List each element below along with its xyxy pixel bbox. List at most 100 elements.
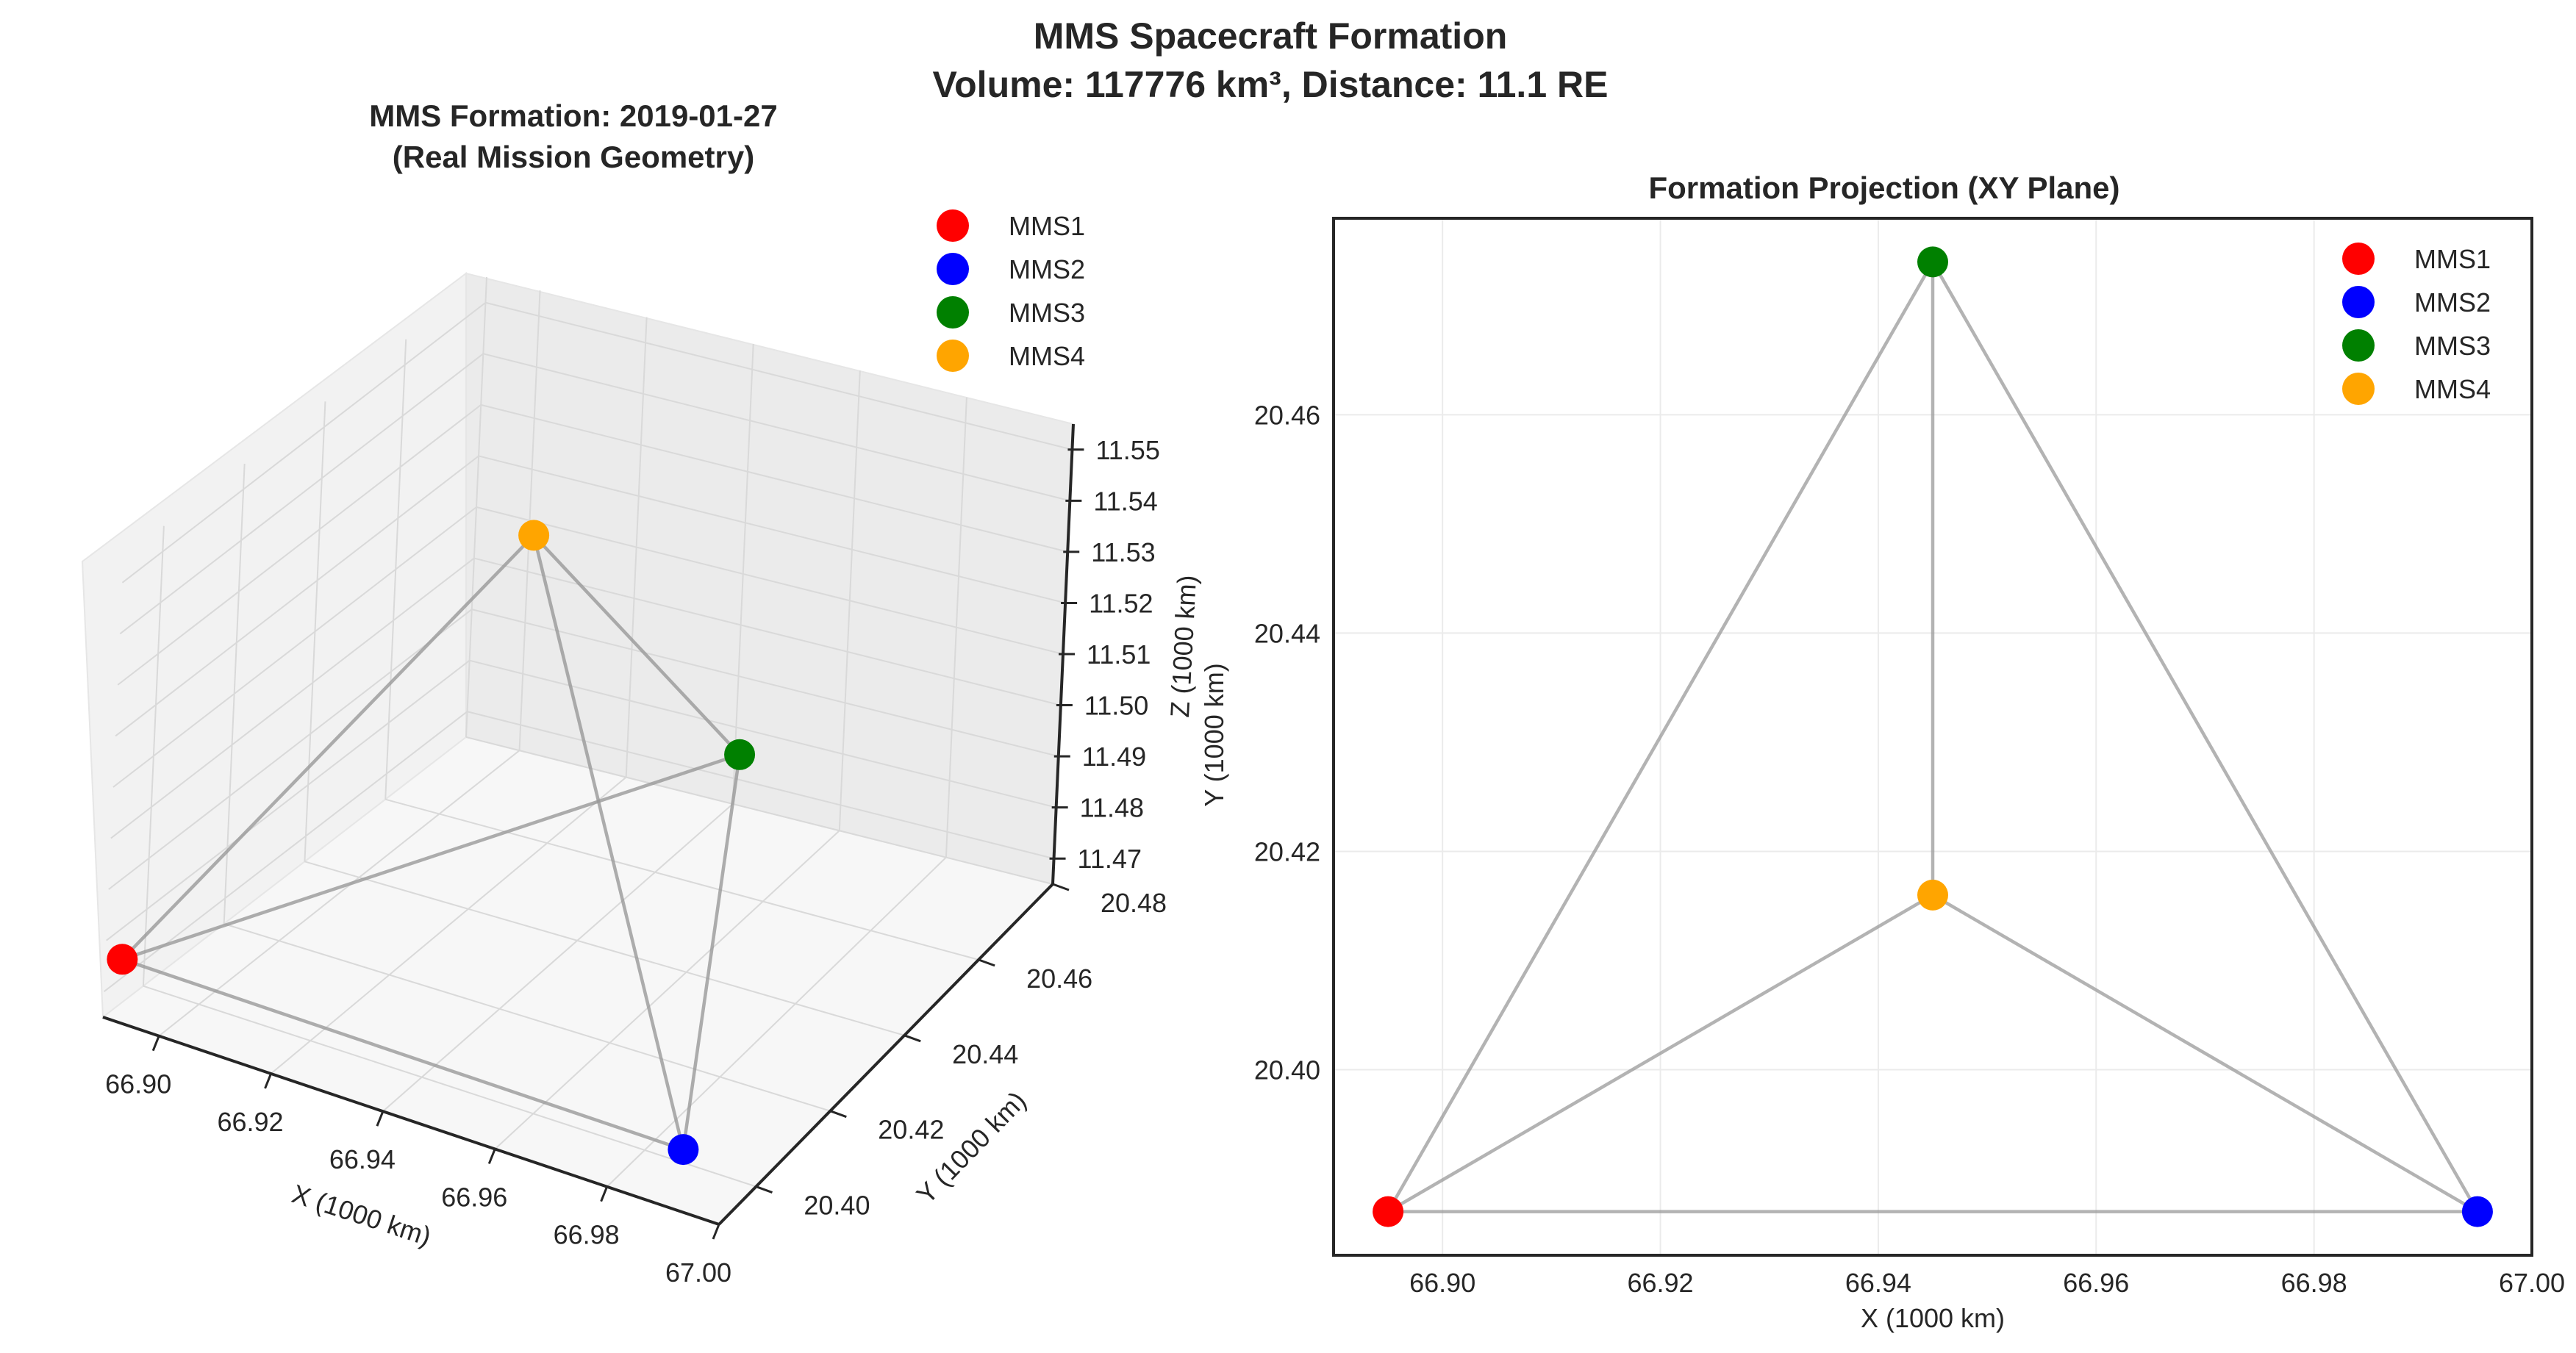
grid-3d-floor-y-20-48 — [465, 736, 1053, 885]
y-tick-3d-20-46: 20.46 — [1026, 963, 1092, 994]
point-2d-mms1 — [1373, 1196, 1404, 1227]
legend-2d: MMS1 MMS2 MMS3 MMS4 — [2342, 243, 2491, 405]
y-tick-2d-20-40: 20.40 — [1254, 1055, 1320, 1085]
x-tickmark-3d-66-96 — [487, 1148, 496, 1165]
ticks-3d: 66.90 66.92 66.94 66.96 66.98 67.00 20.40 20.42… — [105, 435, 1167, 1288]
z-tick-3d-11-55: 11.55 — [1095, 435, 1159, 465]
grid-3d — [103, 276, 1074, 1225]
plot-3d: MMS Formation: 2019-01-27 (Real Mission … — [81, 98, 1202, 1288]
y-axis-label-2d: Y (1000 km) — [1199, 663, 1229, 806]
legend-3d-label-mms3: MMS3 — [1009, 298, 1085, 328]
grid-3d-left-z-11-50 — [110, 557, 475, 839]
point-2d-mms3 — [1917, 246, 1948, 278]
grid-3d-floor-x-66-90 — [158, 750, 520, 1037]
y-tickmark-3d-20-44 — [904, 1034, 921, 1043]
plot-3d-title-line2: (Real Mission Geometry) — [393, 140, 754, 174]
legend-3d-marker-mms1 — [937, 209, 969, 242]
legend-2d-label-mms3: MMS3 — [2414, 331, 2491, 361]
edge-3d-mms2-mms4 — [532, 534, 685, 1150]
x-tickmark-3d-66-92 — [264, 1073, 272, 1089]
ticks-2d: 66.90 66.92 66.94 66.96 66.98 67.00 20.40 20.42… — [1254, 400, 2565, 1298]
y-tickmark-3d-20-42 — [829, 1110, 847, 1119]
x-tick-2d-67-00: 67.00 — [2499, 1268, 2565, 1298]
edges-2d — [1387, 261, 2479, 1213]
figure-title-line2: Volume: 117776 km³, Distance: 11.1 RE — [933, 64, 1609, 105]
grid-3d-left-z-11-55 — [121, 301, 487, 584]
grid-3d-back-z-11-52 — [478, 455, 1066, 604]
grid-3d-floor-y-20-46 — [384, 798, 979, 961]
y-tick-3d-20-44: 20.44 — [952, 1039, 1018, 1069]
z-tick-3d-11-52: 11.52 — [1089, 588, 1153, 618]
point-3d-mms2 — [668, 1134, 699, 1166]
point-3d-mms1 — [107, 944, 138, 975]
grid-3d-left-z-11-52 — [115, 455, 479, 737]
legend-3d-marker-mms2 — [937, 253, 969, 285]
x-tick-3d-66-90: 66.90 — [105, 1069, 171, 1099]
legend-3d: MMS1 MMS2 MMS3 MMS4 — [937, 209, 1085, 372]
edges-3d — [121, 534, 742, 1152]
grid-3d-back-z-11-53 — [480, 403, 1068, 553]
x-axis-label-2d: X (1000 km) — [1861, 1303, 2005, 1333]
x-tick-3d-67-00: 67.00 — [665, 1257, 731, 1288]
grid-3d-floor-y-20-42 — [223, 923, 831, 1112]
y-axis-label-3d: Y (1000 km) — [910, 1085, 1031, 1210]
grid-3d-back-z-11-55 — [485, 301, 1073, 451]
z-axis-label-3d: Z (1000 km) — [1164, 574, 1202, 718]
x-tick-3d-66-96: 66.96 — [441, 1182, 507, 1212]
grid-3d-left-z-11-53 — [117, 404, 482, 686]
legend-2d-marker-mms2 — [2342, 286, 2375, 318]
y-tickmark-3d-20-40 — [755, 1185, 773, 1194]
y-tick-2d-20-42: 20.42 — [1254, 836, 1320, 866]
x-tickmark-3d-66-98 — [600, 1186, 609, 1202]
grid-3d-left-z-11-51 — [112, 506, 477, 788]
legend-2d-label-mms2: MMS2 — [2414, 287, 2491, 317]
y-axis-line-3d — [718, 883, 1054, 1226]
x-tick-3d-66-98: 66.98 — [554, 1220, 620, 1250]
x-tick-2d-66-98: 66.98 — [2281, 1268, 2347, 1298]
z-tick-3d-11-54: 11.54 — [1093, 486, 1157, 516]
x-tick-2d-66-96: 66.96 — [2063, 1268, 2129, 1298]
figure-title-line1: MMS Spacecraft Formation — [1034, 15, 1508, 57]
z-tick-3d-11-50: 11.50 — [1084, 691, 1148, 721]
y-tick-3d-20-48: 20.48 — [1101, 888, 1167, 918]
points-3d — [107, 520, 756, 1166]
legend-2d-marker-mms3 — [2342, 329, 2375, 362]
x-tick-2d-66-92: 66.92 — [1627, 1268, 1693, 1298]
grid-3d-back-z-11-51 — [476, 506, 1064, 655]
legend-2d-label-mms1: MMS1 — [2414, 244, 2491, 274]
x-tick-2d-66-90: 66.90 — [1409, 1268, 1475, 1298]
plot-2d-frame — [1332, 217, 2533, 1257]
x-tick-2d-66-94: 66.94 — [1845, 1268, 1911, 1298]
grid-3d-back-z-11-54 — [483, 353, 1070, 502]
edge-3d-mms1-mms3 — [121, 753, 740, 961]
edge-2d-mms2-mms3 — [1931, 261, 2479, 1213]
grid-3d-floor-x-66-94 — [382, 803, 734, 1112]
edge-3d-mms3-mms4 — [532, 534, 741, 756]
point-3d-mms4 — [518, 520, 550, 551]
point-2d-mms4 — [1917, 879, 1948, 911]
x-tickmark-3d-66-90 — [151, 1036, 160, 1052]
legend-2d-marker-mms4 — [2342, 373, 2375, 405]
grid-3d-floor-x-66-96 — [494, 830, 840, 1150]
y-tick-2d-20-44: 20.44 — [1254, 618, 1320, 648]
z-tick-3d-11-51: 11.51 — [1087, 639, 1151, 670]
grid-3d-floor-y-20-40 — [143, 985, 756, 1188]
plot-2d: Formation Projection (XY Plane) 66.90 66.… — [1199, 171, 2565, 1333]
legend-2d-label-mms4: MMS4 — [2414, 374, 2491, 404]
z-tick-3d-11-47: 11.47 — [1078, 844, 1142, 874]
legend-3d-marker-mms3 — [937, 296, 969, 329]
grid-3d-back-z-11-49 — [471, 609, 1059, 758]
grid-3d-floor-x-66-92 — [270, 776, 627, 1074]
plot-2d-title: Formation Projection (XY Plane) — [1649, 171, 2120, 205]
grid-3d-back-z-11-47 — [467, 711, 1054, 860]
edge-2d-mms1-mms3 — [1387, 261, 1934, 1213]
x-tickmark-3d-66-94 — [376, 1110, 384, 1127]
y-tick-3d-20-42: 20.42 — [878, 1115, 944, 1145]
point-3d-mms3 — [724, 739, 756, 770]
z-tick-3d-11-48: 11.48 — [1080, 793, 1144, 823]
z-tick-3d-11-53: 11.53 — [1091, 537, 1155, 567]
plot-3d-title-line1: MMS Formation: 2019-01-27 — [369, 98, 777, 133]
edge-3d-mms2-mms3 — [681, 754, 742, 1150]
grid-3d-left-z-11-48 — [106, 659, 471, 941]
